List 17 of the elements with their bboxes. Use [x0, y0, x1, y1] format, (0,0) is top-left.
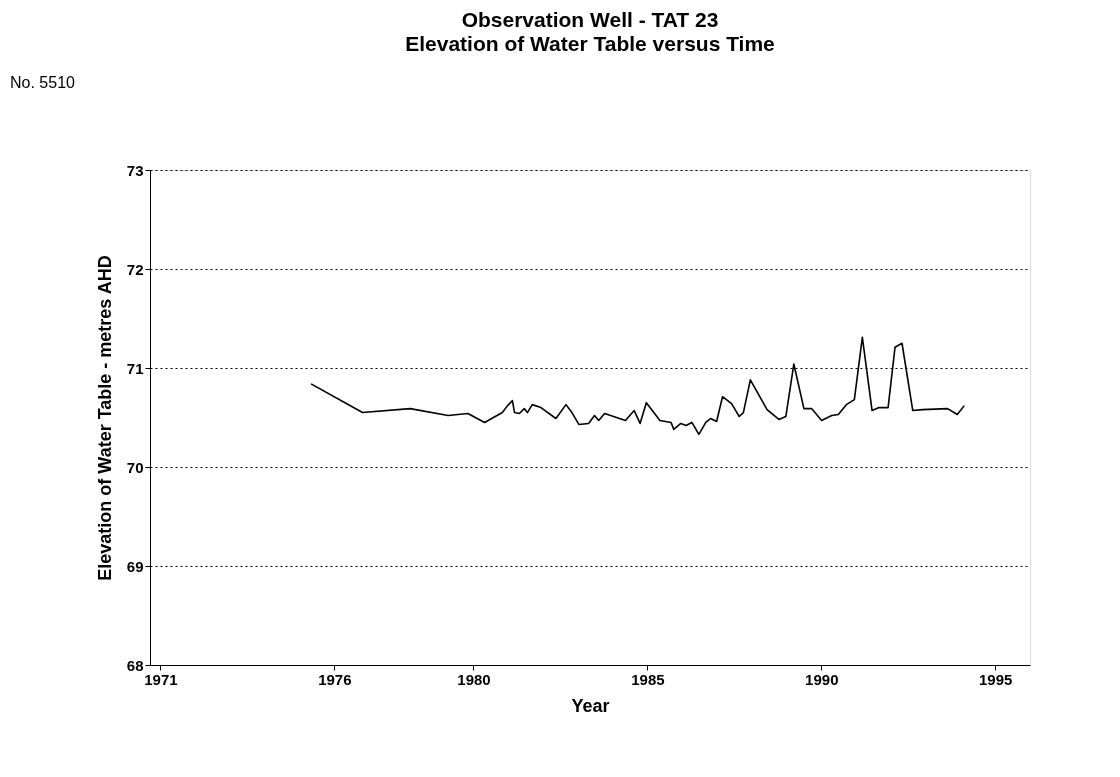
x-axis-title: Year [571, 695, 610, 716]
y-tick-label: 73 [126, 161, 144, 179]
y-tick-label: 71 [126, 359, 144, 377]
y-axis-title: Elevation of Water Table - metres AHD [94, 255, 115, 581]
y-tick-label: 72 [126, 260, 144, 278]
x-tick-label: 1985 [631, 670, 665, 688]
x-tick-label: 1980 [457, 670, 491, 688]
y-tick-label: 70 [126, 458, 144, 476]
chart-title: Observation Well - TAT 23 [461, 8, 719, 31]
x-tick-label: 1971 [144, 670, 178, 688]
x-tick-label: 1990 [805, 670, 839, 688]
x-tick-label: 1976 [318, 670, 352, 688]
y-tick-label: 68 [126, 656, 144, 674]
chart-subtitle: Elevation of Water Table versus Time [405, 32, 775, 55]
text: No. 5510 [10, 74, 76, 91]
y-tick-label: 69 [126, 557, 144, 575]
x-tick-label: 1995 [979, 670, 1013, 688]
